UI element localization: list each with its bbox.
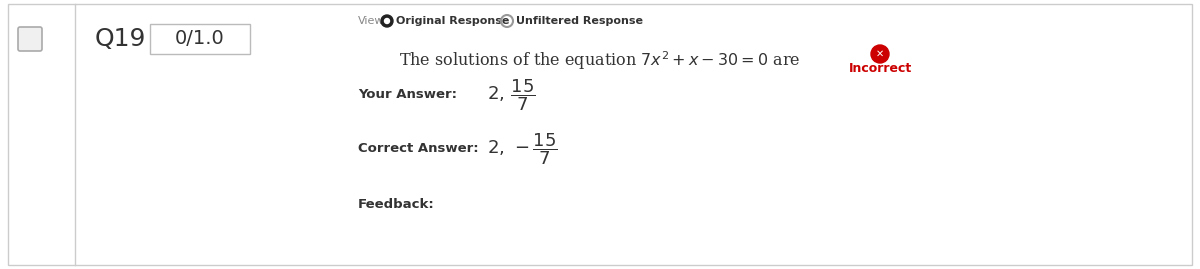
Text: $2,\,-\dfrac{15}{7}$: $2,\,-\dfrac{15}{7}$ [487, 131, 558, 167]
Text: Original Response: Original Response [396, 16, 509, 26]
FancyBboxPatch shape [150, 24, 250, 54]
Circle shape [384, 19, 390, 23]
FancyBboxPatch shape [18, 27, 42, 51]
Text: Feedback:: Feedback: [358, 197, 434, 211]
Text: View: View [358, 16, 384, 26]
FancyBboxPatch shape [8, 4, 1192, 265]
Text: ✕: ✕ [876, 49, 884, 59]
Text: Your Answer:: Your Answer: [358, 89, 457, 101]
Text: Unfiltered Response: Unfiltered Response [516, 16, 643, 26]
Text: $2,\, \dfrac{15}{7}$: $2,\, \dfrac{15}{7}$ [487, 77, 535, 113]
Text: Q19: Q19 [95, 27, 145, 51]
Circle shape [871, 45, 889, 63]
Text: Incorrect: Incorrect [848, 62, 912, 75]
Circle shape [382, 15, 394, 27]
Text: 0/1.0: 0/1.0 [175, 30, 224, 48]
Text: Correct Answer:: Correct Answer: [358, 143, 479, 155]
Text: The solutions of the equation $7x^2 + x - 30 = 0$ are: The solutions of the equation $7x^2 + x … [400, 50, 800, 72]
